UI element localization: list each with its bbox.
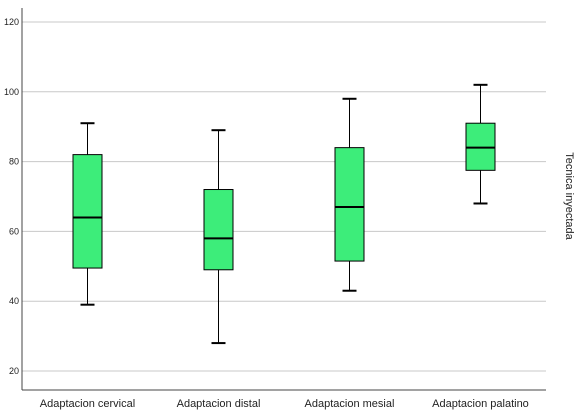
box-group bbox=[334, 97, 365, 292]
category-label: Adaptacion palatino bbox=[432, 398, 529, 410]
y-tick-label: 100 bbox=[4, 87, 19, 97]
box-group bbox=[203, 129, 234, 345]
y-tick-label: 60 bbox=[9, 226, 19, 236]
iqr-box bbox=[72, 154, 103, 269]
box-group bbox=[465, 83, 496, 205]
iqr-box bbox=[334, 147, 365, 262]
box-group bbox=[72, 122, 103, 306]
y-tick-label: 20 bbox=[9, 366, 19, 376]
category-label: Adaptacion cervical bbox=[40, 398, 135, 410]
iqr-box bbox=[203, 189, 234, 271]
category-labels: Adaptacion cervical Adaptacion distal Adap… bbox=[40, 398, 529, 410]
gridlines bbox=[22, 21, 546, 372]
y-tick-label: 80 bbox=[9, 157, 19, 167]
y-tick-label: 40 bbox=[9, 296, 19, 306]
y-tick-label: 120 bbox=[4, 17, 19, 27]
category-label: Adaptacion distal bbox=[177, 398, 261, 410]
category-label: Adaptacion mesial bbox=[305, 398, 395, 410]
boxes bbox=[72, 83, 496, 345]
side-label: Tecnica inyectada bbox=[563, 152, 575, 240]
y-tick-labels: 20 40 60 80 100 120 bbox=[4, 17, 19, 376]
